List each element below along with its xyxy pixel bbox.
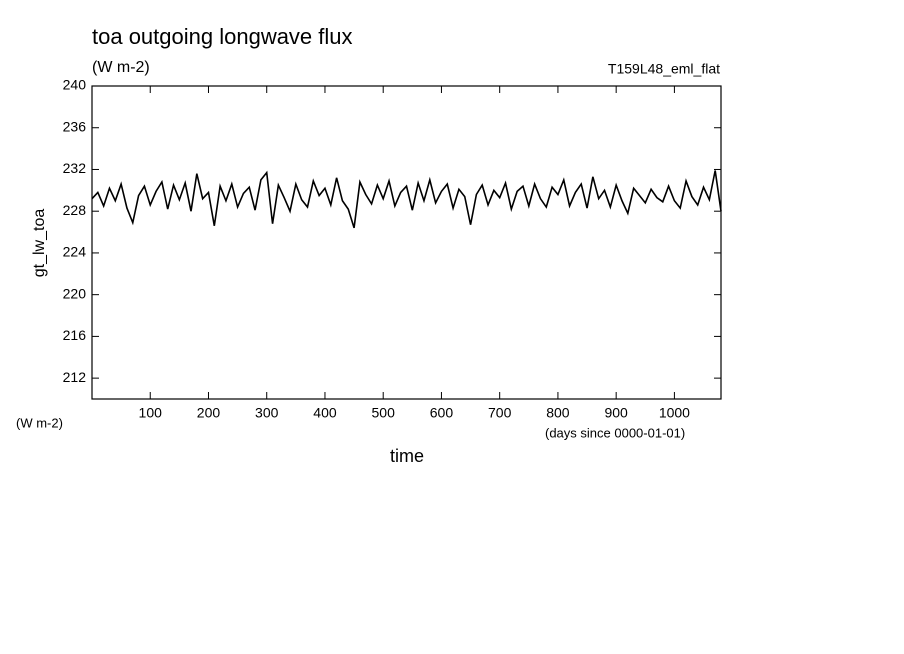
y-unit-label: (W m-2) xyxy=(16,415,63,430)
run-label: T159L48_eml_flat xyxy=(608,61,720,77)
x-tick-label: 400 xyxy=(313,405,337,421)
y-tick-label: 220 xyxy=(63,285,87,301)
x-tick-label: 200 xyxy=(197,405,221,421)
x-tick-label: 900 xyxy=(604,405,628,421)
x-tick-label: 100 xyxy=(139,405,163,421)
x-tick-label: 300 xyxy=(255,405,279,421)
x-tick-label: 500 xyxy=(372,405,396,421)
x-unit-label: (days since 0000-01-01) xyxy=(545,425,685,440)
y-tick-label: 232 xyxy=(63,160,87,176)
x-tick-label: 1000 xyxy=(659,405,690,421)
y-tick-label: 240 xyxy=(63,77,87,93)
chart-title: toa outgoing longwave flux xyxy=(92,24,353,49)
subtitle: (W m-2) xyxy=(92,59,150,76)
y-tick-label: 212 xyxy=(63,369,87,385)
plot-frame xyxy=(91,85,722,400)
x-tick-label: 800 xyxy=(546,405,570,421)
y-tick-label: 216 xyxy=(63,327,87,343)
x-tick-label: 700 xyxy=(488,405,512,421)
y-axis-label: gt_lw_toa xyxy=(31,209,48,278)
data-line xyxy=(91,170,722,229)
y-tick-label: 224 xyxy=(63,244,87,260)
y-tick-label: 228 xyxy=(63,202,87,218)
y-tick-label: 236 xyxy=(63,118,87,134)
x-tick-label: 600 xyxy=(430,405,454,421)
x-axis-label: time xyxy=(390,446,424,466)
